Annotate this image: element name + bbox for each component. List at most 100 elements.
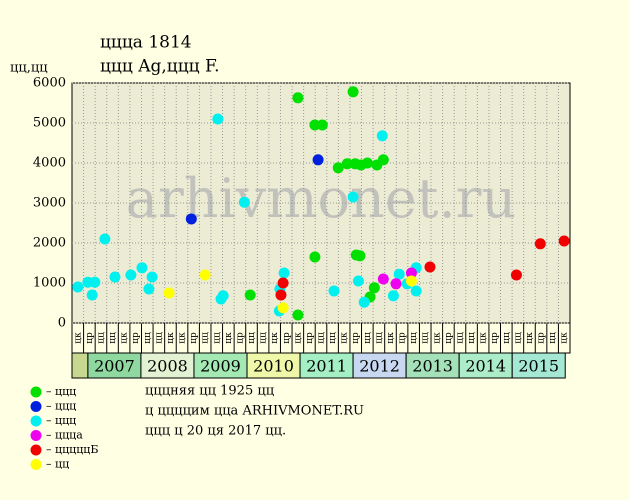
- point: [510, 269, 522, 281]
- legend-swatch: [30, 415, 42, 427]
- x-sublabel: цц: [247, 332, 257, 344]
- x-tick-label: 2008: [147, 357, 188, 376]
- year-band: [299, 352, 354, 379]
- point: [312, 154, 324, 166]
- y-axis-label: цц,цц: [10, 61, 48, 76]
- x-sublabel: цк: [340, 332, 350, 344]
- point: [328, 285, 340, 297]
- legend-swatch: [30, 386, 42, 398]
- point: [347, 191, 359, 203]
- year-band: [87, 352, 142, 379]
- x-sublabel: цц: [409, 332, 419, 344]
- legend-label: – цццццБ: [46, 443, 98, 456]
- point: [86, 289, 98, 301]
- point: [347, 86, 359, 98]
- y-tick-label: 2000: [33, 236, 66, 251]
- x-tick-label: 2012: [359, 357, 400, 376]
- chart-title: ццца 1814: [100, 33, 192, 53]
- point: [143, 283, 155, 295]
- x-sublabel: цк: [560, 332, 570, 344]
- x-sublabel: цц: [259, 332, 269, 344]
- point: [316, 119, 328, 131]
- x-tick-label: 2011: [306, 357, 347, 376]
- point: [534, 238, 546, 250]
- point: [352, 275, 364, 287]
- x-tick-label: 2013: [412, 357, 453, 376]
- x-sublabel: цк: [224, 332, 234, 344]
- point: [238, 196, 250, 208]
- point: [387, 290, 399, 302]
- x-sublabel: цк: [270, 332, 280, 344]
- year-band: [458, 352, 513, 379]
- legend-label: – ццц: [46, 414, 76, 427]
- point: [72, 281, 84, 293]
- x-sublabel: цц: [502, 332, 512, 344]
- point: [558, 235, 570, 247]
- point: [146, 271, 158, 283]
- x-sublabel: цр: [444, 332, 454, 344]
- legend-label: – цц: [46, 458, 69, 471]
- x-sublabel: цк: [178, 332, 188, 344]
- point: [358, 296, 370, 308]
- x-tick-label: 2014: [465, 357, 506, 376]
- year-band: [246, 352, 301, 379]
- x-sublabel: цр: [351, 332, 361, 344]
- x-sublabel: цр: [537, 332, 547, 344]
- point: [368, 282, 380, 294]
- note: цццняя цц 1925 цц: [145, 384, 274, 399]
- x-sublabel: цц: [467, 332, 477, 344]
- x-sublabel: цц: [108, 332, 118, 344]
- x-sublabel: цц: [455, 332, 465, 344]
- point: [390, 278, 402, 290]
- x-sublabel: цц: [317, 332, 327, 344]
- x-sublabel: цр: [398, 332, 408, 344]
- x-sublabel: цц: [154, 332, 164, 344]
- point: [341, 158, 353, 170]
- point: [354, 250, 366, 262]
- legend-swatch: [30, 444, 42, 456]
- point: [332, 162, 344, 174]
- x-sublabel: цц: [548, 332, 558, 344]
- point: [185, 213, 197, 225]
- point: [244, 289, 256, 301]
- x-sublabel: цц: [96, 332, 106, 344]
- x-sublabel: цр: [305, 332, 315, 344]
- point: [212, 113, 224, 125]
- year-row-lead: [71, 352, 89, 379]
- legend-label: – ццц: [46, 385, 76, 398]
- point: [405, 275, 417, 287]
- x-sublabel: цк: [166, 332, 176, 344]
- point: [292, 92, 304, 104]
- year-band: [511, 352, 566, 379]
- x-sublabel: цк: [120, 332, 130, 344]
- point: [376, 130, 388, 142]
- y-tick-label: 6000: [33, 76, 66, 91]
- point: [277, 277, 289, 289]
- point: [292, 309, 304, 321]
- note: ццц ц 20 ця 2017 цц.: [145, 424, 286, 439]
- x-sublabel: цк: [386, 332, 396, 344]
- x-sublabel: цц: [143, 332, 153, 344]
- point: [125, 269, 137, 281]
- point: [277, 302, 289, 314]
- x-sublabel: цк: [432, 332, 442, 344]
- y-tick-label: 0: [58, 316, 66, 331]
- x-sublabel: цц: [328, 332, 338, 344]
- x-sublabel: цр: [189, 332, 199, 344]
- point: [199, 269, 211, 281]
- point: [109, 271, 121, 283]
- x-sublabel: цц: [374, 332, 384, 344]
- point: [377, 154, 389, 166]
- point: [309, 251, 321, 263]
- year-band: [140, 352, 195, 379]
- x-sublabel: цр: [235, 332, 245, 344]
- x-sublabel: цц: [513, 332, 523, 344]
- legend-swatch: [30, 430, 42, 441]
- x-sublabel: цц: [363, 332, 373, 344]
- year-band: [405, 352, 460, 379]
- point: [424, 261, 436, 273]
- point: [99, 233, 111, 245]
- x-tick-label: 2009: [200, 357, 241, 376]
- legend-swatch: [30, 459, 42, 470]
- x-sublabel: цр: [490, 332, 500, 344]
